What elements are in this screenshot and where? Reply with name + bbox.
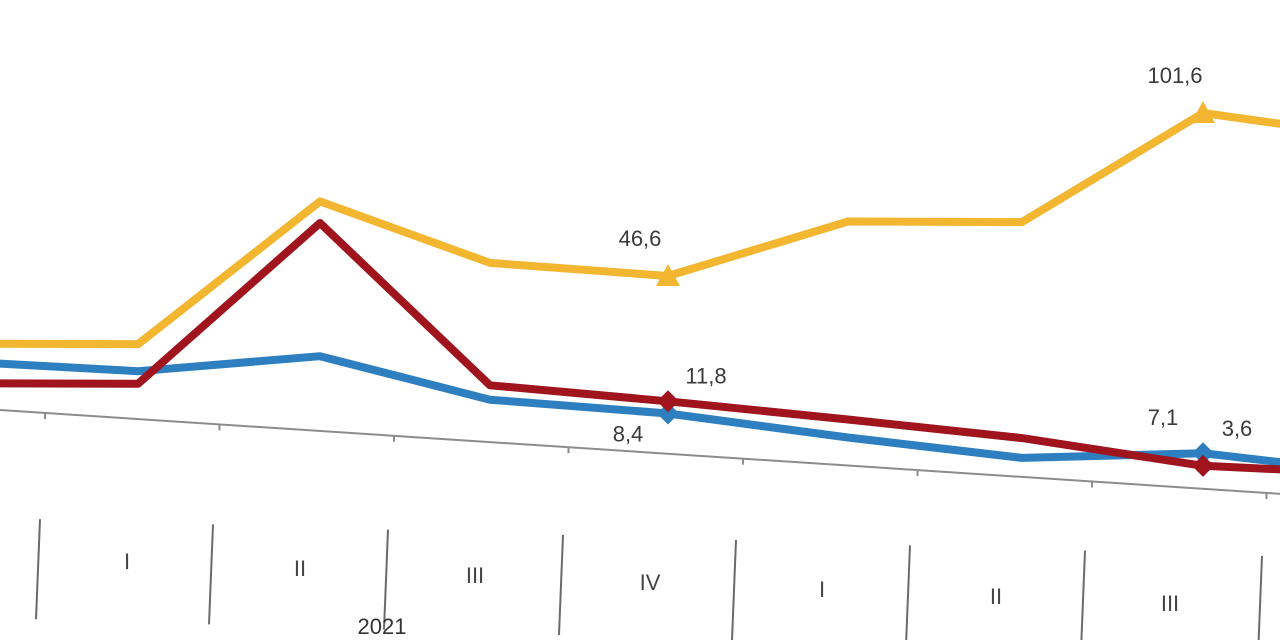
category-label: I [124,549,130,574]
category-label: II [294,556,306,581]
category-divider [383,529,389,630]
category-label: III [466,563,484,588]
category-divider [731,540,737,640]
data-label: 11,8 [685,363,726,388]
data-label: 46,6 [619,226,662,251]
category-label: IV [640,570,661,595]
data-label: 3,6 [1222,416,1253,441]
series-markers [656,101,1215,477]
data-label: 7,1 [1148,405,1179,430]
data-point-marker [656,263,680,286]
category-label: I [819,577,825,602]
data-point-marker [1191,101,1215,124]
data-label: 8,4 [613,422,644,447]
data-labels: 46,6 101,6 8,4 7,1 11,8 3,6 [613,63,1253,446]
year-label: 2021 [358,614,407,639]
category-label: III [1161,591,1179,616]
category-divider [558,534,564,635]
data-point-marker [1192,454,1214,477]
series-lines [0,109,1280,474]
x-axis-line [0,409,1280,495]
data-point-marker [1192,442,1214,465]
category-divider [35,519,41,620]
category-divider [1080,550,1086,640]
category-label: II [990,584,1002,609]
category-divider [905,545,911,640]
data-point-marker [657,402,679,425]
category-divider [1257,555,1263,640]
x-axis [0,409,1280,640]
category-divider [208,524,214,625]
data-label: 101,6 [1147,63,1202,88]
data-point-marker [657,390,679,413]
